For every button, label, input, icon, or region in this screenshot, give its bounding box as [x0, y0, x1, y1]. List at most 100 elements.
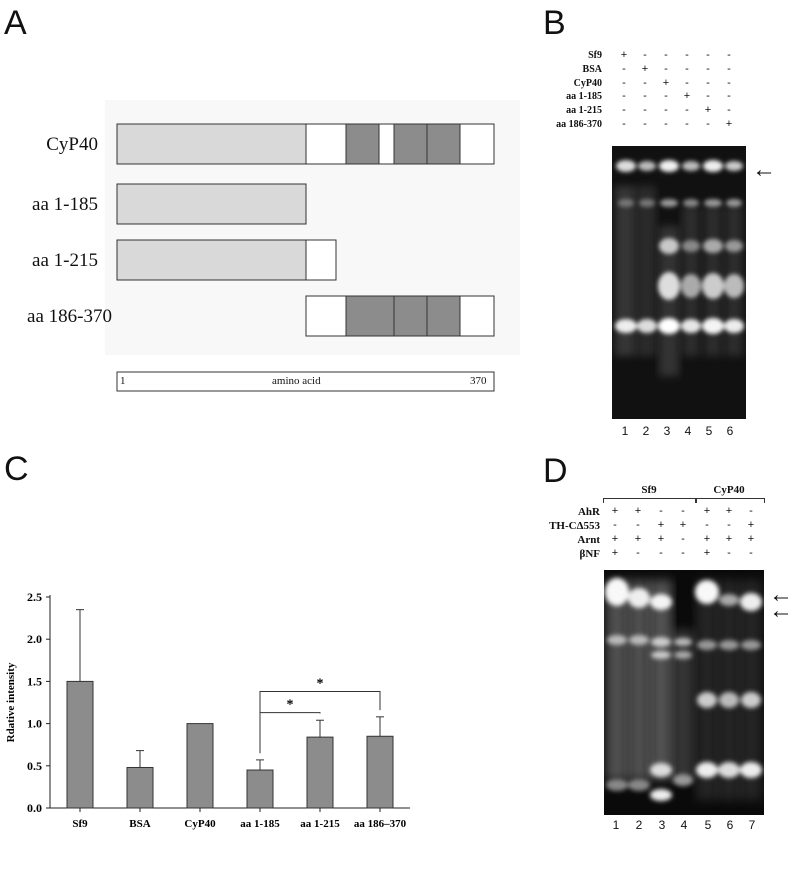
- panel-b-sign: +: [725, 118, 733, 130]
- panel-d-sign: -: [659, 505, 663, 517]
- panel-b-sign: -: [727, 76, 731, 89]
- panel-d-sign: +: [634, 533, 642, 545]
- panel-d-group-bracket: [695, 498, 765, 503]
- panel-d-sign: +: [725, 533, 733, 545]
- panel-d-sign: -: [681, 505, 685, 517]
- panel-letter-b: B: [543, 4, 566, 42]
- bar: [186, 723, 214, 809]
- bar: [246, 769, 274, 809]
- panel-d-row-label: βNF: [579, 548, 600, 560]
- panel-b-sign: -: [727, 104, 731, 117]
- panel-b-row-label: CyP40: [573, 77, 602, 89]
- relative-intensity-chart: 0.0 0.5 1.0 1.5 2.0 2.5 Rdative intensity Sf9 BS…: [0, 580, 420, 840]
- panel-b-lane-number: 4: [684, 424, 692, 438]
- panel-letter-a: A: [4, 4, 27, 42]
- panel-b-sign: -: [706, 49, 710, 61]
- panel-d-gel-figure: Sf9 CyP40 AhR + + - - + + - TH-CΔ553 - - + + - - + Arnt + +…: [520, 480, 789, 840]
- scale-start-label: 1: [120, 375, 126, 387]
- panel-b-sign: -: [664, 49, 668, 61]
- y-tick-label: 0.0: [27, 801, 42, 815]
- panel-b-lane-number: 1: [621, 424, 629, 438]
- bar: [66, 680, 94, 809]
- construct-label-cyp40: CyP40: [46, 134, 98, 155]
- y-tick-label: 2.0: [27, 632, 42, 646]
- construct-cyp40-bar: [116, 123, 495, 165]
- panel-d-sign: -: [659, 547, 663, 559]
- construct-label-aa1-215: aa 1-215: [32, 250, 98, 271]
- panel-b-complex-arrow-icon: ←: [752, 157, 776, 183]
- panel-b-sign: +: [683, 90, 691, 103]
- bar: [306, 736, 334, 809]
- x-tick-label: Sf9: [72, 818, 88, 830]
- panel-b-sign: -: [643, 76, 647, 89]
- panel-b-row-label: Sf9: [588, 50, 602, 61]
- bar: [126, 766, 154, 809]
- panel-d-group-label: CyP40: [713, 484, 745, 496]
- construct-aa1-185-bar: [116, 183, 307, 225]
- y-tick-label: 0.5: [27, 759, 42, 773]
- panel-b-row-label: aa 186-370: [556, 119, 602, 130]
- significance-bracket: [259, 691, 381, 754]
- construct-label-aa186-370: aa 186-370: [27, 306, 112, 327]
- panel-b-row-label: aa 1-185: [566, 91, 602, 103]
- panel-b-sign: -: [706, 118, 710, 130]
- panel-d-sign: +: [611, 533, 619, 545]
- panel-d-sign: +: [703, 505, 711, 517]
- x-tick-label: BSA: [129, 818, 150, 830]
- scale-axis-label: amino acid: [272, 375, 321, 387]
- panel-d-sign: +: [611, 547, 619, 559]
- panel-b-sign: -: [727, 90, 731, 103]
- panel-d-lane-number: 7: [748, 818, 756, 832]
- panel-d-row-label: TH-CΔ553: [549, 520, 600, 532]
- panel-d-upper-complex-arrow-icon: ←: [769, 582, 789, 608]
- panel-d-group-label: Sf9: [641, 484, 657, 496]
- panel-b-sign: +: [620, 49, 628, 61]
- aa-scale-bar: [116, 371, 495, 392]
- panel-b-lane-number: 6: [726, 424, 734, 438]
- x-tick-label: aa 186–370: [354, 818, 407, 830]
- panel-d-sign: +: [747, 519, 755, 531]
- panel-d-sign: -: [636, 519, 640, 531]
- panel-b-sign: -: [685, 62, 689, 75]
- panel-d-sign: -: [613, 519, 617, 531]
- panel-b-gel-image: [612, 146, 746, 419]
- panel-b-sign: -: [643, 90, 647, 103]
- panel-b-sign: -: [622, 104, 626, 117]
- panel-b-sign: -: [664, 62, 668, 75]
- panel-d-sign: +: [703, 547, 711, 559]
- panel-b-sign: -: [727, 62, 731, 75]
- panel-b-sign: -: [643, 118, 647, 130]
- panel-d-lane-number: 1: [612, 818, 620, 832]
- panel-d-sign: -: [727, 547, 731, 559]
- panel-b-sign: -: [685, 118, 689, 130]
- panel-b-sign: -: [622, 76, 626, 89]
- panel-b-sign: -: [685, 76, 689, 89]
- panel-d-lane-number: 3: [658, 818, 666, 832]
- bar: [366, 735, 394, 809]
- panel-b-sign: -: [664, 104, 668, 117]
- panel-b-sign: -: [727, 49, 731, 61]
- y-axis-label: Rdative intensity: [5, 662, 17, 742]
- panel-d-sign: -: [749, 505, 753, 517]
- x-tick-label: aa 1-185: [240, 818, 280, 830]
- panel-d-sign: -: [705, 519, 709, 531]
- significance-star: *: [287, 698, 294, 713]
- panel-b-sign: -: [706, 90, 710, 103]
- construct-aa1-215-bar: [116, 239, 337, 281]
- x-tick-label: CyP40: [184, 818, 216, 830]
- panel-d-sign: +: [634, 505, 642, 517]
- panel-d-row-label: Arnt: [577, 534, 600, 546]
- panel-d-sign: +: [679, 519, 687, 531]
- panel-d-sign: +: [657, 519, 665, 531]
- y-tick-label: 1.0: [27, 717, 42, 731]
- panel-b-row-label: aa 1-215: [566, 105, 602, 117]
- panel-d-sign: +: [703, 533, 711, 545]
- construct-label-aa1-185: aa 1-185: [32, 194, 98, 215]
- panel-d-lane-number: 6: [726, 818, 734, 832]
- panel-d-sign: -: [749, 547, 753, 559]
- panel-b-lane-number: 3: [663, 424, 671, 438]
- panel-b-gel-figure: Sf9 + - - - - - BSA - + - - - - CyP40- - + - - - aa 1-185- - -…: [520, 49, 789, 438]
- y-tick-label: 2.5: [27, 590, 42, 604]
- panel-d-sign: +: [725, 505, 733, 517]
- panel-d-sign: +: [747, 533, 755, 545]
